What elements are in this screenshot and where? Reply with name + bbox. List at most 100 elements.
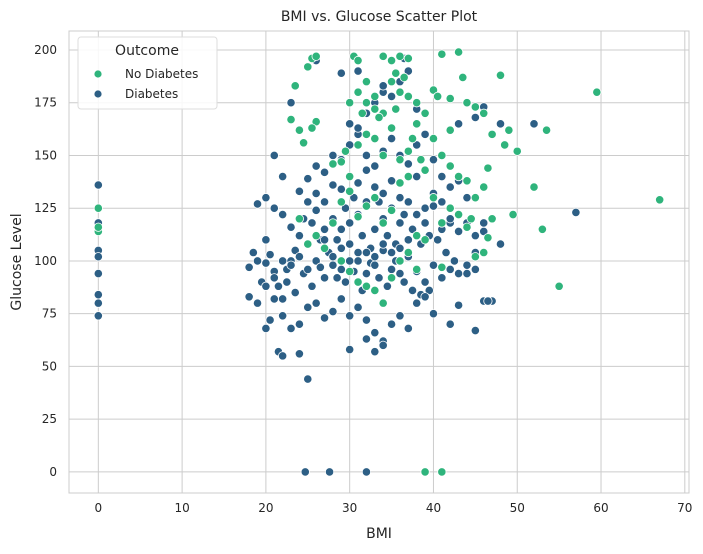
point-diabetes bbox=[378, 81, 388, 91]
point-no-diabetes bbox=[445, 161, 455, 171]
point-diabetes bbox=[361, 150, 372, 161]
point-no-diabetes bbox=[353, 277, 363, 287]
points-layer bbox=[93, 47, 665, 477]
point-diabetes bbox=[361, 467, 372, 477]
point-diabetes bbox=[345, 311, 355, 321]
point-no-diabetes bbox=[378, 150, 388, 161]
point-diabetes bbox=[445, 264, 455, 274]
point-diabetes bbox=[303, 197, 313, 207]
y-tick-label: 150 bbox=[34, 148, 57, 162]
point-diabetes bbox=[278, 351, 288, 361]
point-no-diabetes bbox=[361, 98, 372, 108]
point-no-diabetes bbox=[336, 197, 346, 207]
point-diabetes bbox=[286, 222, 296, 232]
point-diabetes bbox=[244, 292, 254, 302]
point-diabetes bbox=[303, 174, 313, 184]
point-diabetes bbox=[370, 347, 380, 357]
point-diabetes bbox=[311, 188, 321, 199]
point-no-diabetes bbox=[420, 235, 430, 245]
point-diabetes bbox=[395, 243, 405, 253]
point-diabetes bbox=[345, 119, 355, 129]
y-tick-label: 25 bbox=[42, 412, 57, 426]
point-diabetes bbox=[412, 171, 422, 182]
chart-title: BMI vs. Glucose Scatter Plot bbox=[281, 9, 478, 25]
point-diabetes bbox=[353, 302, 363, 312]
point-no-diabetes bbox=[374, 112, 384, 123]
point-no-diabetes bbox=[537, 224, 547, 234]
point-diabetes bbox=[286, 323, 296, 334]
plot-frame bbox=[68, 30, 690, 494]
point-diabetes bbox=[319, 235, 330, 245]
y-tick-label: 50 bbox=[42, 359, 57, 373]
point-diabetes bbox=[386, 319, 397, 329]
point-diabetes bbox=[278, 209, 288, 220]
point-diabetes bbox=[311, 161, 321, 171]
point-no-diabetes bbox=[445, 203, 455, 213]
point-diabetes bbox=[361, 315, 372, 325]
point-no-diabetes bbox=[290, 81, 300, 91]
point-no-diabetes bbox=[345, 186, 355, 196]
point-diabetes bbox=[449, 256, 460, 266]
point-no-diabetes bbox=[353, 212, 363, 222]
point-diabetes bbox=[332, 235, 342, 245]
point-no-diabetes bbox=[407, 133, 418, 144]
point-diabetes bbox=[361, 247, 372, 258]
point-diabetes bbox=[378, 188, 388, 199]
y-tick-label: 125 bbox=[34, 201, 57, 215]
point-no-diabetes bbox=[311, 117, 321, 127]
point-no-diabetes bbox=[307, 123, 317, 133]
point-no-diabetes bbox=[453, 209, 464, 220]
point-no-diabetes bbox=[412, 119, 422, 129]
point-no-diabetes bbox=[395, 256, 405, 266]
y-tick-label: 100 bbox=[34, 254, 57, 268]
y-tick-label: 75 bbox=[42, 307, 57, 321]
point-no-diabetes bbox=[328, 218, 338, 228]
point-diabetes bbox=[307, 218, 317, 228]
point-diabetes bbox=[340, 203, 351, 213]
point-diabetes bbox=[261, 235, 271, 245]
point-no-diabetes bbox=[386, 205, 397, 215]
point-diabetes bbox=[278, 311, 288, 321]
point-no-diabetes bbox=[437, 262, 447, 272]
point-no-diabetes bbox=[445, 93, 455, 104]
legend: Outcome No Diabetes Diabetes bbox=[77, 36, 218, 110]
point-no-diabetes bbox=[437, 150, 447, 161]
point-no-diabetes bbox=[370, 193, 380, 203]
point-diabetes bbox=[93, 298, 103, 308]
point-diabetes bbox=[282, 277, 292, 287]
point-no-diabetes bbox=[93, 222, 103, 232]
y-tick-label: 175 bbox=[34, 96, 57, 110]
point-diabetes bbox=[420, 203, 430, 213]
point-diabetes bbox=[370, 328, 380, 338]
point-diabetes bbox=[428, 260, 439, 270]
point-diabetes bbox=[290, 287, 300, 298]
point-diabetes bbox=[361, 165, 372, 175]
point-diabetes bbox=[290, 245, 300, 255]
legend-title: Outcome bbox=[115, 43, 179, 59]
point-diabetes bbox=[248, 247, 258, 258]
point-no-diabetes bbox=[403, 91, 413, 101]
x-tick-label: 70 bbox=[677, 501, 692, 515]
point-diabetes bbox=[340, 277, 351, 287]
point-no-diabetes bbox=[504, 125, 514, 135]
point-no-diabetes bbox=[466, 214, 476, 224]
point-no-diabetes bbox=[345, 266, 355, 277]
point-diabetes bbox=[571, 207, 581, 218]
point-no-diabetes bbox=[483, 233, 493, 243]
point-no-diabetes bbox=[462, 176, 472, 186]
point-diabetes bbox=[386, 176, 397, 186]
point-diabetes bbox=[424, 285, 434, 296]
point-diabetes bbox=[357, 231, 367, 241]
point-no-diabetes bbox=[319, 243, 330, 253]
point-no-diabetes bbox=[437, 218, 447, 228]
point-no-diabetes bbox=[479, 108, 489, 118]
point-no-diabetes bbox=[298, 138, 309, 148]
point-no-diabetes bbox=[508, 209, 518, 220]
point-diabetes bbox=[336, 243, 346, 253]
point-no-diabetes bbox=[357, 108, 367, 118]
point-diabetes bbox=[399, 209, 409, 220]
point-no-diabetes bbox=[345, 98, 355, 108]
point-diabetes bbox=[349, 193, 359, 203]
point-diabetes bbox=[370, 182, 380, 192]
point-diabetes bbox=[336, 68, 346, 78]
